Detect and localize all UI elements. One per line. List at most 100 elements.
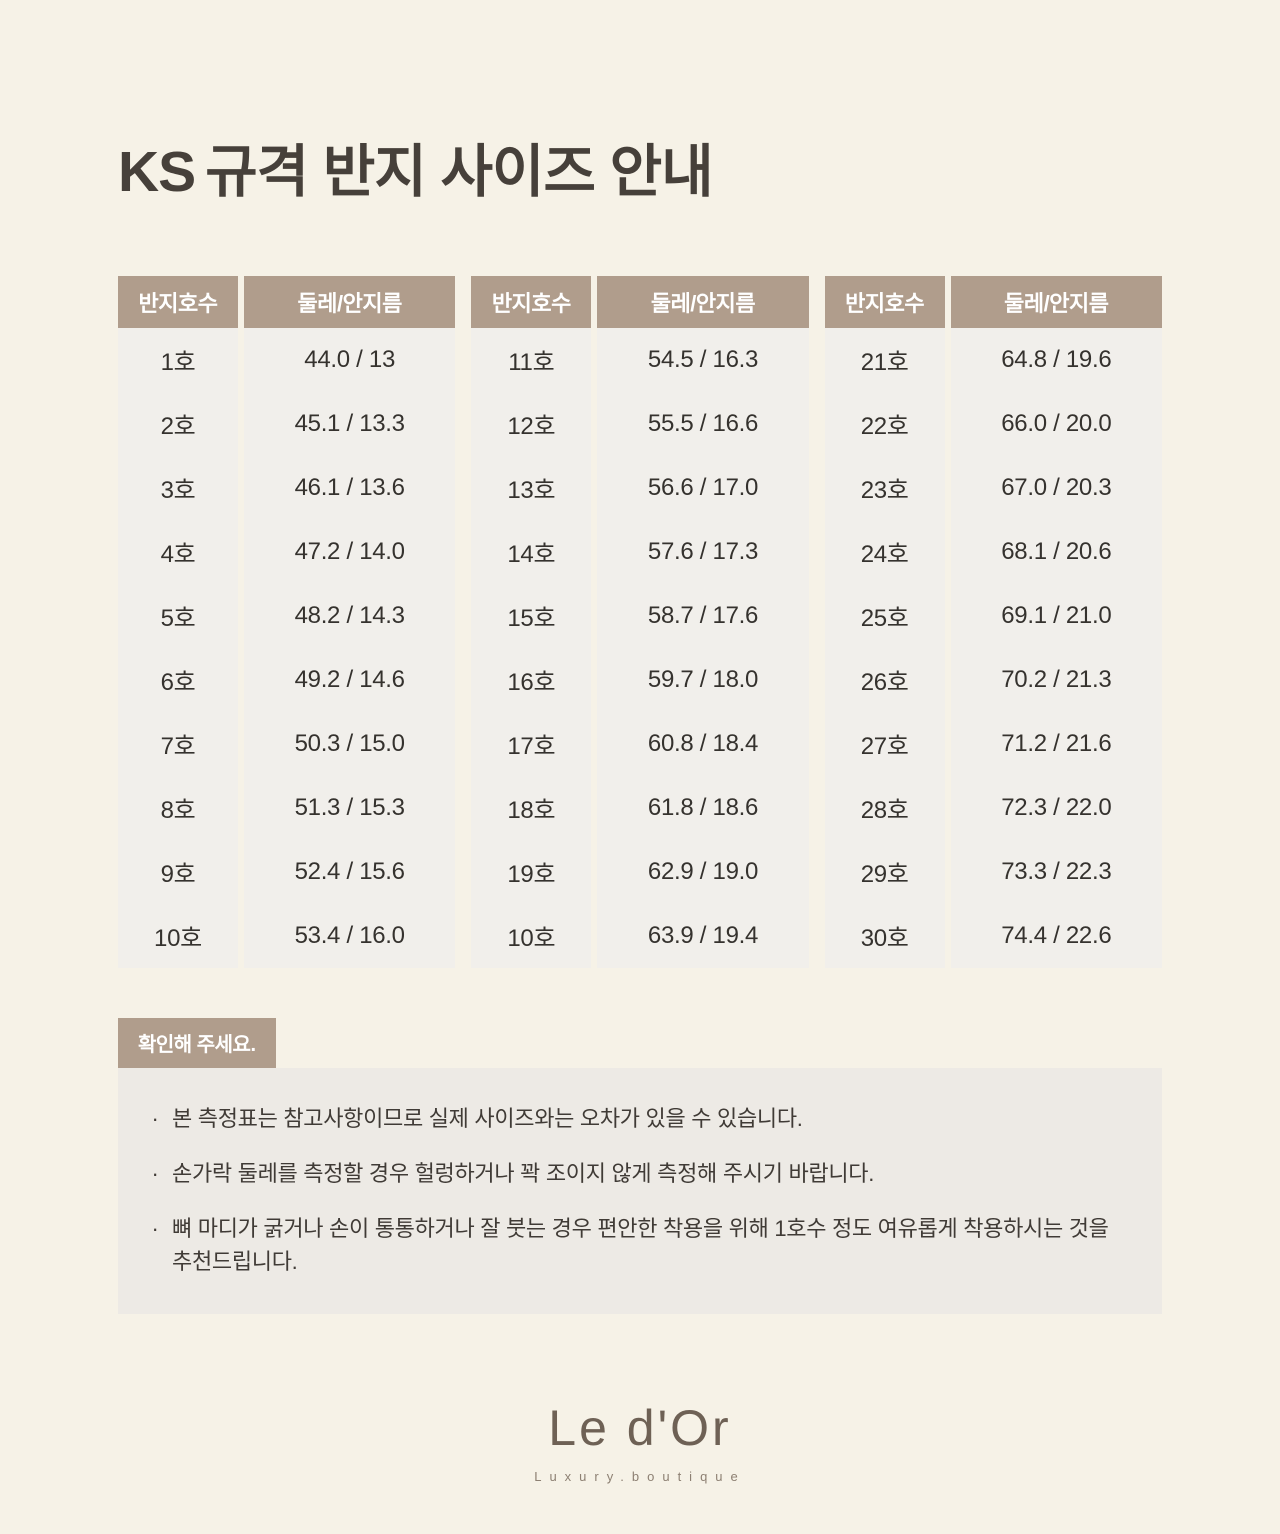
notice-item-text: 손가락 둘레를 측정할 경우 헐렁하거나 꽉 조이지 않게 측정해 주시기 바랍… xyxy=(172,1160,875,1186)
column-header-circumference-diameter: 둘레/안지름 xyxy=(597,275,809,328)
value-cell: 63.9 / 19.4 xyxy=(647,921,759,949)
size-cell: 4호 xyxy=(160,541,196,569)
bullet-icon: · xyxy=(151,1215,159,1241)
size-cell: 10호 xyxy=(507,925,556,953)
column-header-ring-size: 반지호수 xyxy=(471,275,592,328)
notice-badge: 확인해 주세요. xyxy=(118,1017,276,1068)
size-table-2: 반지호수 11호 12호 13호 14호 15호 16호 17호 18호 19호… xyxy=(471,275,809,968)
value-cell: 60.8 / 18.4 xyxy=(647,729,759,757)
value-cell: 45.1 / 13.3 xyxy=(294,409,405,437)
value-cell: 56.6 / 17.0 xyxy=(647,473,759,501)
column-header-circumference-diameter: 둘레/안지름 xyxy=(950,275,1162,328)
value-cell: 54.5 / 16.3 xyxy=(647,345,759,373)
size-cell: 5호 xyxy=(160,605,196,633)
size-cell: 14호 xyxy=(507,541,556,569)
size-cell: 9호 xyxy=(160,861,196,889)
value-cell: 44.0 / 13 xyxy=(304,345,396,373)
size-table-1: 반지호수 1호 2호 3호 4호 5호 6호 7호 8호 9호 10호 둘레/안… xyxy=(118,275,456,968)
value-cell: 48.2 / 14.3 xyxy=(294,601,405,629)
value-cell: 62.9 / 19.0 xyxy=(647,857,759,885)
size-value-column: 둘레/안지름 64.8 / 19.6 66.0 / 20.0 67.0 / 20… xyxy=(950,275,1162,968)
size-number-column: 반지호수 1호 2호 3호 4호 5호 6호 7호 8호 9호 10호 xyxy=(118,275,238,968)
notice-item: · 손가락 둘레를 측정할 경우 헐렁하거나 꽉 조이지 않게 측정해 주시기 … xyxy=(148,1157,1118,1190)
size-cell: 8호 xyxy=(160,797,196,825)
brand-logo-name: Le d'Or xyxy=(548,1399,732,1456)
size-cell: 3호 xyxy=(160,477,196,505)
size-cell: 23호 xyxy=(860,477,909,505)
size-number-body: 21호 22호 23호 24호 25호 26호 27호 28호 29호 30호 xyxy=(824,327,945,968)
size-cell: 27호 xyxy=(860,733,909,761)
size-cell: 11호 xyxy=(508,349,555,377)
value-cell: 51.3 / 15.3 xyxy=(294,793,405,821)
size-cell: 12호 xyxy=(507,413,556,441)
page-title-latin: KS xyxy=(118,140,196,204)
size-cell: 21호 xyxy=(860,349,909,377)
size-number-column: 반지호수 21호 22호 23호 24호 25호 26호 27호 28호 29호… xyxy=(824,275,945,968)
size-cell: 25호 xyxy=(860,605,909,633)
size-value-body: 54.5 / 16.3 55.5 / 16.6 56.6 / 17.0 57.6… xyxy=(597,327,809,968)
size-cell: 26호 xyxy=(860,669,909,697)
size-cell: 19호 xyxy=(507,861,556,889)
value-cell: 71.2 / 21.6 xyxy=(1001,729,1112,757)
size-cell: 6호 xyxy=(160,669,196,697)
column-header-circumference-diameter: 둘레/안지름 xyxy=(244,275,456,328)
size-number-body: 11호 12호 13호 14호 15호 16호 17호 18호 19호 10호 xyxy=(471,327,592,968)
size-value-body: 44.0 / 13 45.1 / 13.3 46.1 / 13.6 47.2 /… xyxy=(244,327,456,968)
notice-item: · 뼈 마디가 굵거나 손이 통통하거나 잘 붓는 경우 편안한 착용을 위해 … xyxy=(148,1212,1118,1278)
size-number-column: 반지호수 11호 12호 13호 14호 15호 16호 17호 18호 19호… xyxy=(471,275,592,968)
value-cell: 53.4 / 16.0 xyxy=(294,921,405,949)
value-cell: 50.3 / 15.0 xyxy=(294,729,405,757)
value-cell: 55.5 / 16.6 xyxy=(647,409,759,437)
value-cell: 72.3 / 22.0 xyxy=(1001,793,1112,821)
size-cell: 29호 xyxy=(860,861,909,889)
size-cell: 16호 xyxy=(507,669,556,697)
value-cell: 49.2 / 14.6 xyxy=(294,665,405,693)
bullet-icon: · xyxy=(151,1105,159,1131)
brand-logo: Le d'Or Luxury.boutique xyxy=(118,1399,1162,1484)
value-cell: 58.7 / 17.6 xyxy=(647,601,759,629)
notice-item-text: 본 측정표는 참고사항이므로 실제 사이즈와는 오차가 있을 수 있습니다. xyxy=(172,1105,803,1131)
value-cell: 73.3 / 22.3 xyxy=(1001,857,1112,885)
size-cell: 24호 xyxy=(860,541,909,569)
size-cell: 2호 xyxy=(160,413,196,441)
value-cell: 59.7 / 18.0 xyxy=(647,665,759,693)
value-cell: 52.4 / 15.6 xyxy=(294,857,405,885)
value-cell: 61.8 / 18.6 xyxy=(647,793,759,821)
page-title-korean: 규격 반지 사이즈 안내 xyxy=(205,140,713,204)
size-cell: 7호 xyxy=(160,733,196,761)
size-cell: 13호 xyxy=(507,477,556,505)
notice-item-text: 뼈 마디가 굵거나 손이 통통하거나 잘 붓는 경우 편안한 착용을 위해 1호… xyxy=(172,1215,1109,1274)
value-cell: 69.1 / 21.0 xyxy=(1001,601,1112,629)
size-cell: 15호 xyxy=(507,605,556,633)
column-header-ring-size: 반지호수 xyxy=(824,275,945,328)
notice-box: · 본 측정표는 참고사항이므로 실제 사이즈와는 오차가 있을 수 있습니다.… xyxy=(118,1067,1162,1314)
size-cell: 1호 xyxy=(160,349,196,377)
size-cell: 22호 xyxy=(860,413,909,441)
size-cell: 30호 xyxy=(860,925,909,953)
size-value-body: 64.8 / 19.6 66.0 / 20.0 67.0 / 20.3 68.1… xyxy=(950,327,1162,968)
value-cell: 64.8 / 19.6 xyxy=(1001,345,1112,373)
value-cell: 70.2 / 21.3 xyxy=(1001,665,1112,693)
value-cell: 47.2 / 14.0 xyxy=(294,537,405,565)
size-value-column: 둘레/안지름 44.0 / 13 45.1 / 13.3 46.1 / 13.6… xyxy=(244,275,456,968)
value-cell: 46.1 / 13.6 xyxy=(294,473,405,501)
brand-logo-subtitle: Luxury.boutique xyxy=(534,1468,746,1484)
size-cell: 28호 xyxy=(860,797,909,825)
value-cell: 68.1 / 20.6 xyxy=(1001,537,1112,565)
size-cell: 17호 xyxy=(507,733,556,761)
value-cell: 66.0 / 20.0 xyxy=(1001,409,1112,437)
page-title: KS 규격 반지 사이즈 안내 xyxy=(118,0,1162,206)
value-cell: 74.4 / 22.6 xyxy=(1001,921,1112,949)
value-cell: 57.6 / 17.3 xyxy=(647,537,759,565)
notice-section: 확인해 주세요. · 본 측정표는 참고사항이므로 실제 사이즈와는 오차가 있… xyxy=(118,1017,1162,1314)
value-cell: 67.0 / 20.3 xyxy=(1001,473,1112,501)
bullet-icon: · xyxy=(151,1160,159,1186)
column-header-ring-size: 반지호수 xyxy=(118,275,238,328)
notice-item: · 본 측정표는 참고사항이므로 실제 사이즈와는 오차가 있을 수 있습니다. xyxy=(148,1102,1118,1135)
size-table-3: 반지호수 21호 22호 23호 24호 25호 26호 27호 28호 29호… xyxy=(824,275,1162,968)
size-cell: 10호 xyxy=(154,925,202,953)
size-value-column: 둘레/안지름 54.5 / 16.3 55.5 / 16.6 56.6 / 17… xyxy=(597,275,809,968)
size-cell: 18호 xyxy=(507,797,556,825)
size-number-body: 1호 2호 3호 4호 5호 6호 7호 8호 9호 10호 xyxy=(118,327,238,968)
